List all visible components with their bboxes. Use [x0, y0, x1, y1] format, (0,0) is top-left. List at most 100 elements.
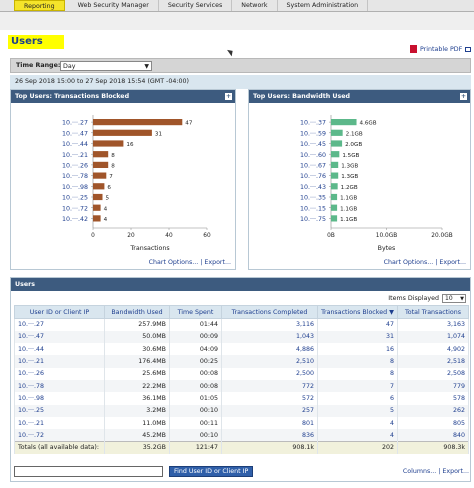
items-displayed-select[interactable]: 10 ▼ [442, 294, 466, 303]
cell-transactions-completed[interactable]: 1,043 [221, 330, 318, 344]
category-label[interactable]: 10.···.26 [62, 163, 88, 170]
category-label[interactable]: 10.···.72 [62, 205, 88, 212]
cell-transactions-completed[interactable]: 572 [221, 392, 318, 405]
bar[interactable] [93, 129, 152, 136]
cell-user[interactable]: 10.···.44 [14, 343, 105, 356]
cell-transactions-completed[interactable]: 3,116 [221, 318, 318, 331]
cell-total-transactions[interactable]: 2,508 [397, 367, 469, 380]
bar[interactable] [93, 119, 183, 126]
tab-reporting[interactable]: Reporting [14, 0, 65, 11]
bar[interactable] [93, 161, 109, 168]
expand-icon[interactable]: + [460, 93, 467, 100]
column-header-total-transactions[interactable]: Total Transactions [397, 305, 469, 319]
cell-user[interactable]: 10.···.27 [14, 318, 105, 331]
cell-transactions-completed[interactable]: 836 [221, 429, 318, 442]
cell-transactions-blocked[interactable]: 4 [317, 416, 398, 430]
bar[interactable] [331, 172, 339, 179]
category-label[interactable]: 10.···.43 [300, 184, 326, 191]
cell-transactions-blocked[interactable]: 8 [317, 355, 398, 368]
cell-transactions-blocked[interactable]: 8 [317, 367, 398, 380]
bar[interactable] [93, 140, 124, 147]
bar[interactable] [331, 204, 338, 211]
category-label[interactable]: 10.···.42 [62, 216, 88, 223]
category-label[interactable]: 10.···.15 [300, 205, 326, 212]
bar[interactable] [331, 140, 343, 147]
cell-user[interactable]: 10.···.72 [14, 429, 105, 442]
cell-total-transactions[interactable]: 578 [397, 392, 469, 405]
bar[interactable] [331, 119, 357, 126]
category-label[interactable]: 10.···.44 [62, 141, 88, 148]
expand-icon[interactable]: + [225, 93, 232, 100]
category-label[interactable]: 10.···.59 [300, 130, 326, 137]
category-label[interactable]: 10.···.75 [300, 216, 326, 223]
category-label[interactable]: 10.···.47 [62, 130, 88, 137]
bar[interactable] [93, 151, 109, 158]
time-range-select[interactable]: Day ▼ [60, 61, 152, 71]
cell-transactions-completed[interactable]: 257 [221, 404, 318, 417]
cell-transactions-completed[interactable]: 801 [221, 416, 318, 430]
bar[interactable] [331, 215, 338, 222]
category-label[interactable]: 10.···.35 [300, 195, 326, 202]
cell-user[interactable]: 10.···.25 [14, 404, 105, 417]
column-header-user[interactable]: User ID or Client IP [14, 305, 105, 319]
category-label[interactable]: 10.···.25 [62, 195, 88, 202]
tab-system-administration[interactable]: System Administration [278, 0, 369, 11]
category-label[interactable]: 10.···.98 [62, 184, 88, 191]
bar[interactable] [93, 204, 101, 211]
chart-options-export-links[interactable]: Chart Options... | Export... [383, 259, 466, 266]
cell-transactions-completed[interactable]: 2,510 [221, 355, 318, 368]
cell-total-transactions[interactable]: 805 [397, 416, 469, 430]
cell-user[interactable]: 10.···.98 [14, 392, 105, 405]
columns-export-links[interactable]: Columns... | Export... [402, 468, 469, 475]
cell-transactions-blocked[interactable]: 47 [317, 318, 398, 331]
bar[interactable] [331, 183, 338, 190]
cell-total-transactions[interactable]: 4,902 [397, 343, 469, 356]
category-label[interactable]: 10.···.45 [300, 141, 326, 148]
cell-user[interactable]: 10.···.47 [14, 330, 105, 344]
category-label[interactable]: 10.···.27 [62, 120, 88, 127]
cell-transactions-blocked[interactable]: 4 [317, 429, 398, 442]
column-header-transactions-blocked[interactable]: Transactions Blocked ▼ [317, 305, 398, 319]
bar[interactable] [331, 161, 339, 168]
cell-total-transactions[interactable]: 1,074 [397, 330, 469, 344]
tab-web-security-manager[interactable]: Web Security Manager [69, 0, 159, 11]
tab-network[interactable]: Network [232, 0, 278, 11]
tab-security-services[interactable]: Security Services [159, 0, 233, 11]
cell-transactions-blocked[interactable]: 6 [317, 392, 398, 405]
cell-total-transactions[interactable]: 2,518 [397, 355, 469, 368]
column-header-time-spent[interactable]: Time Spent [169, 305, 222, 319]
cell-transactions-blocked[interactable]: 7 [317, 379, 398, 393]
bar[interactable] [93, 183, 105, 190]
cell-user[interactable]: 10.···.78 [14, 379, 105, 393]
cell-transactions-completed[interactable]: 4,886 [221, 343, 318, 356]
cell-total-transactions[interactable]: 262 [397, 404, 469, 417]
bar[interactable] [93, 193, 103, 201]
cell-transactions-blocked[interactable]: 16 [317, 343, 398, 356]
bar[interactable] [331, 193, 338, 201]
cell-user[interactable]: 10.···.21 [14, 355, 105, 368]
bar[interactable] [93, 215, 101, 222]
category-label[interactable]: 10.···.78 [62, 173, 88, 180]
find-user-input[interactable] [14, 466, 163, 477]
cell-total-transactions[interactable]: 3,163 [397, 318, 469, 331]
cell-transactions-completed[interactable]: 2,500 [221, 367, 318, 380]
cell-user[interactable]: 10.···.21 [14, 416, 105, 430]
cell-transactions-blocked[interactable]: 31 [317, 330, 398, 344]
category-label[interactable]: 10.···.67 [300, 163, 326, 170]
find-user-button[interactable]: Find User ID or Client IP [169, 466, 254, 477]
bar[interactable] [93, 172, 107, 179]
column-header-transactions-completed[interactable]: Transactions Completed [221, 305, 318, 319]
cell-total-transactions[interactable]: 840 [397, 429, 469, 442]
category-label[interactable]: 10.···.37 [300, 120, 326, 127]
category-label[interactable]: 10.···.76 [300, 173, 326, 180]
printable-pdf-link[interactable]: Printable PDF [410, 45, 472, 53]
category-label[interactable]: 10.···.21 [62, 152, 88, 159]
bar[interactable] [331, 129, 343, 136]
chart-options-export-links[interactable]: Chart Options... | Export... [148, 259, 231, 266]
bar[interactable] [331, 151, 340, 158]
cell-total-transactions[interactable]: 779 [397, 379, 469, 393]
column-header-bandwidth[interactable]: Bandwidth Used [104, 305, 170, 319]
cell-transactions-blocked[interactable]: 5 [317, 404, 398, 417]
cell-user[interactable]: 10.···.26 [14, 367, 105, 380]
cell-transactions-completed[interactable]: 772 [221, 379, 318, 393]
